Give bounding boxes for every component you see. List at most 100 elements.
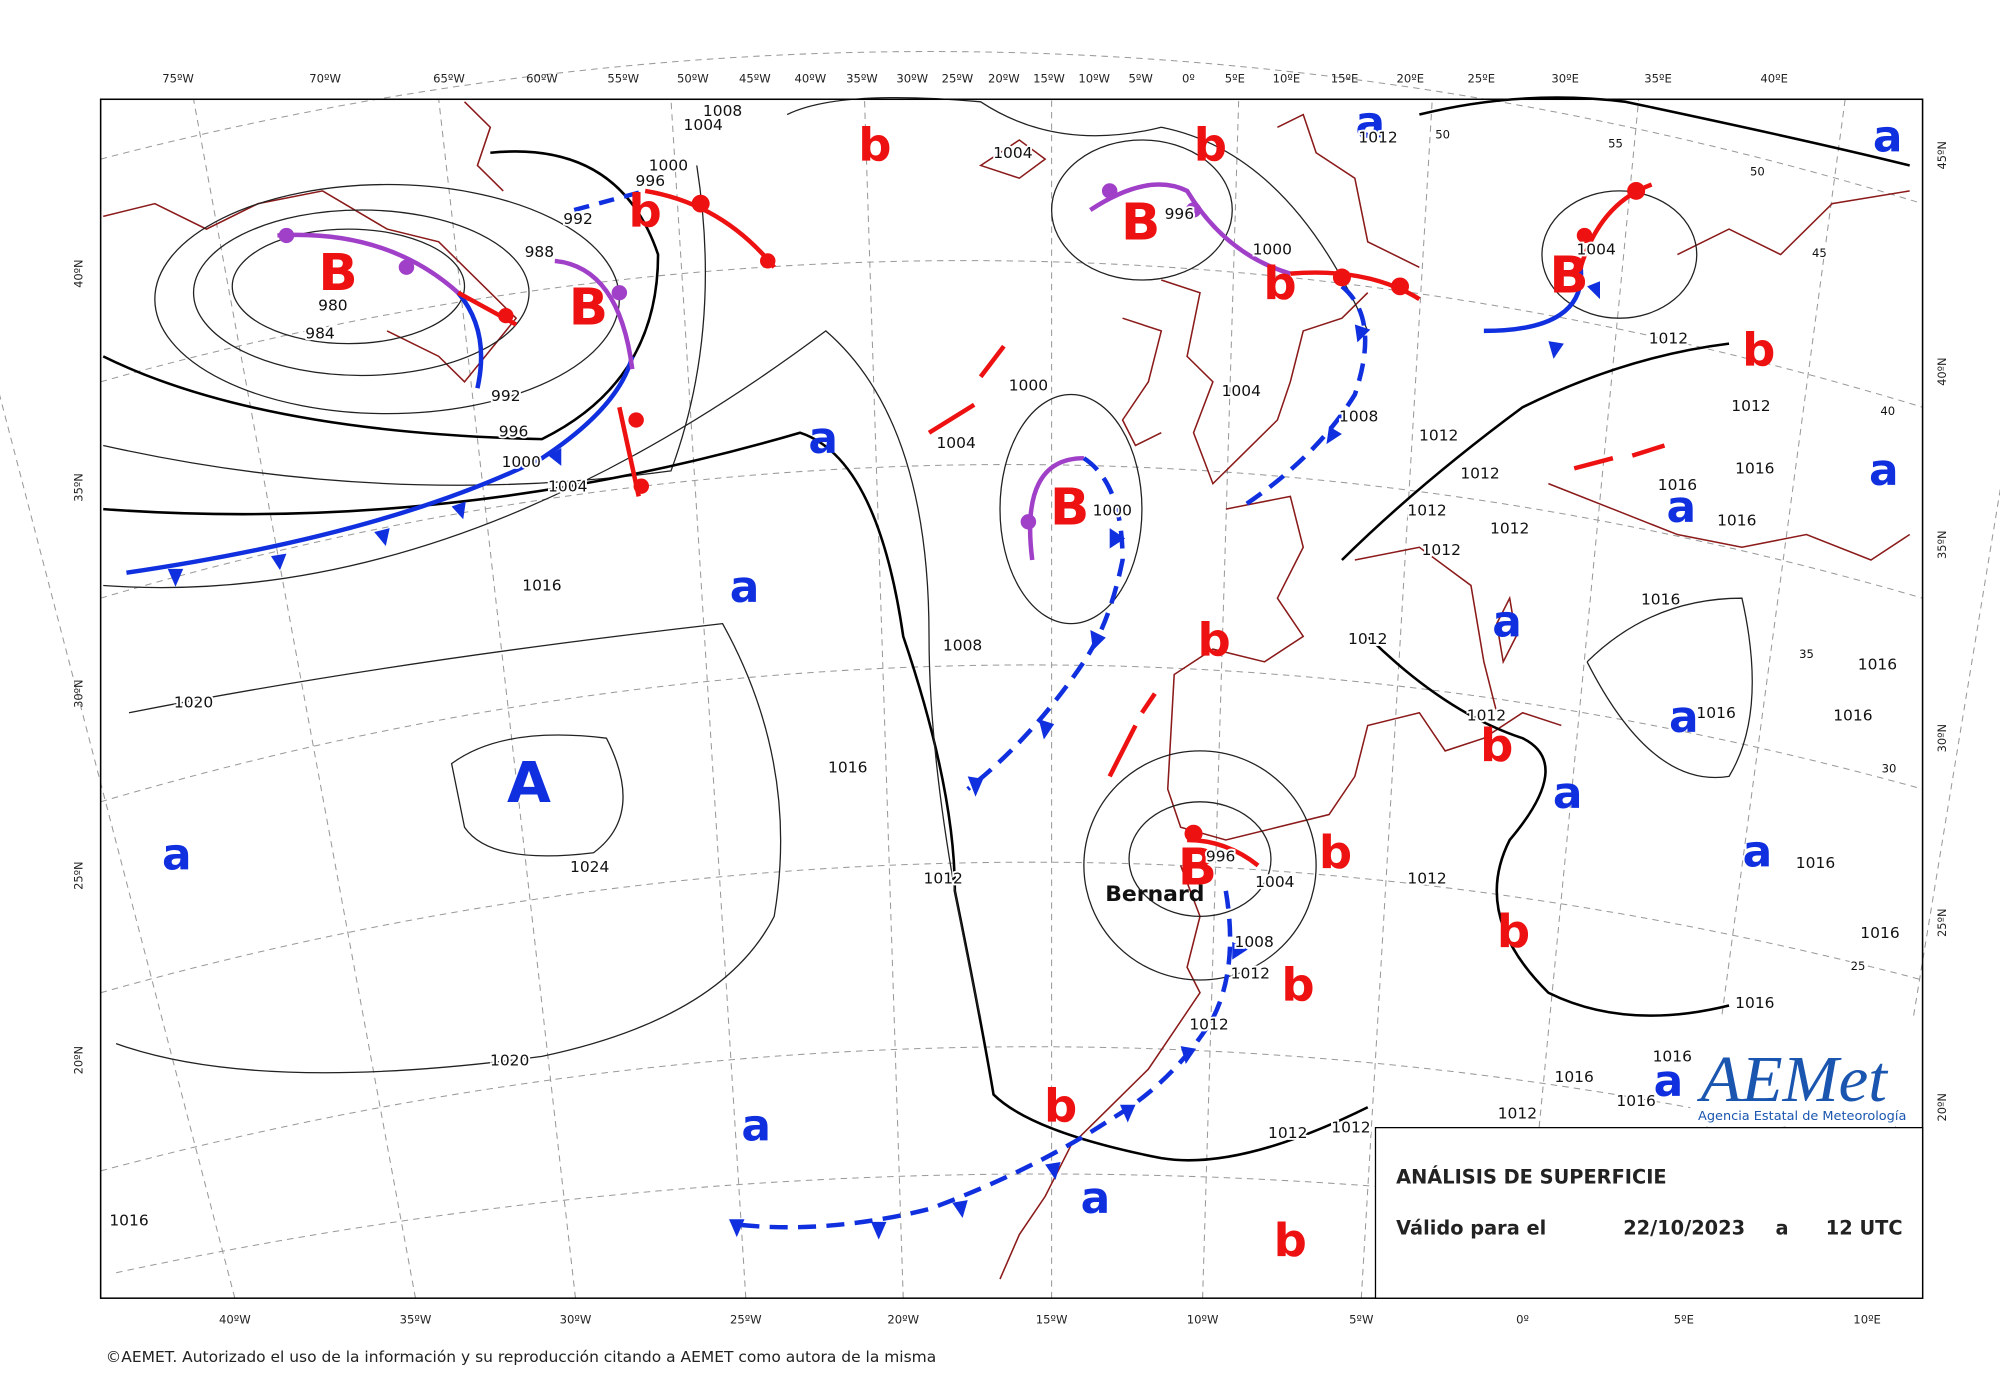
map-frame xyxy=(99,98,1924,1299)
high-pressure-label: a xyxy=(1356,99,1386,149)
longitude-label: 10ºW xyxy=(1187,1313,1219,1327)
longitude-label: 15ºE xyxy=(1331,72,1359,86)
valid-at: a xyxy=(1775,1217,1788,1240)
front-symbols xyxy=(498,182,1646,843)
isobar-label: 35 xyxy=(1799,647,1814,661)
latitude-label: 30ºN xyxy=(72,679,86,708)
coastlines xyxy=(103,101,1911,1280)
storm-name: Bernard xyxy=(1105,882,1204,907)
longitude-label: 70ºW xyxy=(309,72,341,86)
high-pressure-label: a xyxy=(1081,1174,1111,1224)
copyright: ©AEMET. Autorizado el uso de la informac… xyxy=(106,1348,936,1366)
isobar-label: 1012 xyxy=(1731,397,1770,415)
isobar-label: 1004 xyxy=(993,144,1032,162)
front-symbols xyxy=(167,281,1600,1240)
low-pressure-label: b xyxy=(629,184,662,238)
isobar-label: 984 xyxy=(305,325,335,343)
isobar-label: 1008 xyxy=(1235,933,1274,951)
high-pressure-label: a xyxy=(1492,598,1522,648)
low-pressure-label: b xyxy=(1198,613,1231,667)
latitude-label: 35ºN xyxy=(72,473,86,502)
isobar-label: 40 xyxy=(1880,404,1895,418)
high-pressure-label: a xyxy=(730,563,760,613)
longitude-label: 40ºE xyxy=(1760,72,1788,86)
isobar-label: 30 xyxy=(1882,762,1897,776)
isobar-label: 1016 xyxy=(1858,656,1897,674)
isobar-label: 1016 xyxy=(1735,460,1774,478)
isobar-label: 992 xyxy=(563,210,593,228)
low-pressure-label: b xyxy=(1319,825,1352,879)
isobar-label: 1012 xyxy=(1460,465,1499,483)
logo-box xyxy=(1690,1018,1920,1127)
isobar-label: 1004 xyxy=(936,434,975,452)
isobar-label: 1016 xyxy=(1641,591,1680,609)
longitude-label: 35ºE xyxy=(1644,72,1672,86)
high-pressure-label: a xyxy=(1669,693,1699,743)
front-symbols xyxy=(278,183,1202,530)
longitude-label: 0º xyxy=(1516,1313,1529,1327)
isobar-label: 996 xyxy=(499,423,529,441)
isobar-label: 1004 xyxy=(1222,382,1261,400)
high-pressure-label: a xyxy=(1743,828,1773,878)
high-pressure-label: a xyxy=(808,414,838,464)
high-pressure-label: a xyxy=(1654,1057,1684,1107)
longitude-label: 45ºW xyxy=(739,72,771,86)
longitude-label: 55ºW xyxy=(607,72,639,86)
isobar-label: 1000 xyxy=(1093,502,1132,520)
low-pressure-label: B xyxy=(1050,478,1089,538)
isobar-label: 1012 xyxy=(1268,1124,1307,1142)
isobar-label: 1008 xyxy=(703,102,742,120)
isobar-label: 1000 xyxy=(1253,241,1292,259)
latitude-label: 25ºN xyxy=(1935,908,1949,937)
isobar-label: 1016 xyxy=(1860,924,1899,942)
logo: AEMet xyxy=(1697,1043,1889,1115)
isobar-label: 1016 xyxy=(1796,854,1835,872)
isobar-label: 1016 xyxy=(1653,1048,1692,1066)
low-pressure-label: B xyxy=(1178,838,1217,898)
isobar-label: 1016 xyxy=(1735,994,1774,1012)
longitude-label: 30ºW xyxy=(896,72,928,86)
isobar-label: 1016 xyxy=(1555,1068,1594,1086)
low-pressure-label: b xyxy=(1497,904,1530,958)
low-pressure-label: B xyxy=(1549,246,1588,306)
isobar-label: 1012 xyxy=(1649,330,1688,348)
longitude-label: 5ºW xyxy=(1128,72,1153,86)
isobar-label: 1000 xyxy=(649,157,688,175)
isobar-label: 1012 xyxy=(1467,706,1506,724)
high-pressure-label: a xyxy=(1873,113,1903,163)
valid-date: 22/10/2023 xyxy=(1623,1217,1745,1240)
isobar-label: 1016 xyxy=(828,759,867,777)
longitude-label: 20ºW xyxy=(887,1313,919,1327)
low-pressure-label: b xyxy=(1194,118,1227,172)
logo-subtitle: Agencia Estatal de Meteorología xyxy=(1698,1109,1906,1124)
isobar-label: 1016 xyxy=(1833,706,1872,724)
longitude-label: 20ºW xyxy=(988,72,1020,86)
isobar-label: 1004 xyxy=(1255,873,1294,891)
low-pressure-label: B xyxy=(569,278,608,338)
low-pressure-label: b xyxy=(1480,718,1513,772)
graticule xyxy=(0,51,2000,1299)
isobar-label: 25 xyxy=(1851,959,1866,973)
longitude-label: 30ºW xyxy=(560,1313,592,1327)
isobar-label: 1020 xyxy=(490,1051,529,1069)
isobar-label: 996 xyxy=(636,172,666,190)
isobar-label: 1016 xyxy=(1696,704,1735,722)
isobar-label: 50 xyxy=(1435,128,1450,142)
isobar-label: 1012 xyxy=(1490,519,1529,537)
valid-label: Válido para el xyxy=(1396,1217,1546,1240)
longitude-label: 20ºE xyxy=(1397,72,1425,86)
isobar-label: 1016 xyxy=(1717,512,1756,530)
isobar-label: 1012 xyxy=(1231,965,1270,983)
longitude-label: 10ºW xyxy=(1078,72,1110,86)
low-pressure-label: b xyxy=(1044,1079,1077,1133)
longitude-label: 25ºW xyxy=(942,72,974,86)
longitude-label: 65ºW xyxy=(433,72,465,86)
isobar-label: 1008 xyxy=(943,636,982,654)
isobar-label: 1016 xyxy=(109,1212,148,1230)
isobar-label: 1004 xyxy=(1576,241,1615,259)
longitude-label: 35ºW xyxy=(400,1313,432,1327)
isobar-label: 988 xyxy=(525,243,555,261)
low-pressure-label: b xyxy=(858,118,891,172)
isobar-label: 1012 xyxy=(1331,1119,1370,1137)
